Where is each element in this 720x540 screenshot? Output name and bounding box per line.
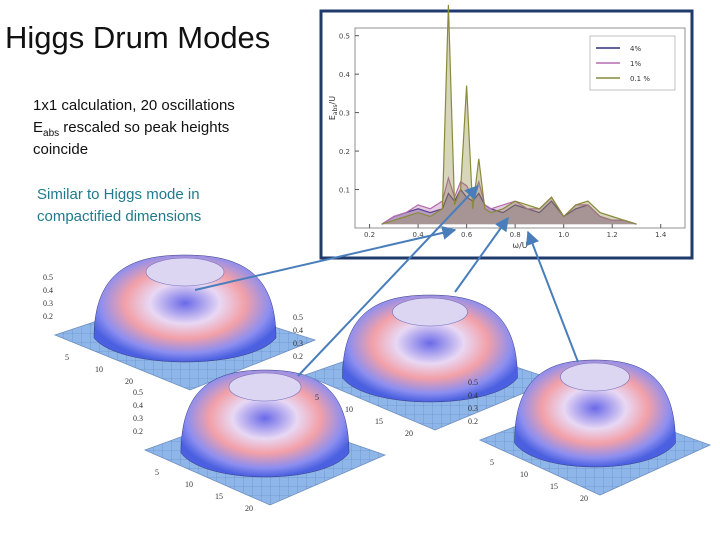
arrows (194, 184, 579, 377)
surface-hump (514, 359, 676, 468)
surface-tick-label: 0.5 (133, 388, 143, 397)
surface-tick-label: 0.4 (43, 286, 53, 295)
x-tick-label: 1.2 (607, 231, 618, 239)
callout: Similar to Higgs mode in (37, 186, 200, 203)
x-tick-label: 0.2 (364, 231, 375, 239)
surface-tick-label: 5 (65, 353, 69, 362)
legend-label: 1% (630, 60, 641, 68)
surface-plot: 0.5 0.4 0.3 0.2 5 10 15 20 (133, 369, 387, 513)
surface-hump (180, 369, 350, 478)
note: 1x1 calculation, 20 oscillations (33, 97, 235, 114)
surface-tick-label: 0.3 (468, 404, 478, 413)
surface-tick-label: 0.5 (293, 313, 303, 322)
surface-tick-label: 0.3 (293, 339, 303, 348)
arrow (454, 216, 509, 293)
surface-plot: 0.5 0.4 0.3 0.2 5 10 15 20 (293, 294, 557, 438)
x-tick-label: 0.6 (461, 231, 473, 239)
chart: 0.1 0.2 0.3 0.4 0.5 0.2 0.4 0.6 0.8 1.0 1.2 1.4 ω/U E… (328, 4, 686, 250)
surface-tick-label: 10 (95, 365, 103, 374)
x-axis-label: ω/U (512, 241, 527, 250)
surface-tick-label: 0.3 (43, 299, 53, 308)
arrow (194, 226, 457, 291)
y-axis-label: Eabs/U (328, 96, 339, 120)
surface-tick-label: 5 (490, 458, 494, 467)
note: Eabs rescaled so peak heights (33, 119, 229, 139)
surface-tick-label: 0.2 (43, 312, 53, 321)
y-tick-label: 0.1 (339, 187, 350, 195)
arrow (297, 184, 479, 377)
surface-tick-label: 0.2 (133, 427, 143, 436)
surface-tick-label: 0.4 (133, 401, 143, 410)
y-axis-label-part: abs (332, 104, 339, 115)
surface-tick-label: 15 (215, 492, 223, 501)
surface-tick-label: 15 (550, 482, 558, 491)
arrow (525, 230, 579, 363)
surface-tick-label: 10 (185, 480, 193, 489)
callout: compactified dimensions (37, 208, 201, 225)
x-tick-label: 1.0 (558, 231, 569, 239)
surface-tick-label: 10 (345, 405, 353, 414)
x-tick-label: 0.8 (510, 231, 521, 239)
x-tick-label: 1.4 (655, 231, 667, 239)
surface-hump (342, 294, 518, 403)
surface-top (145, 257, 225, 287)
slide-title: Higgs Drum Modes (5, 20, 270, 55)
series-line (381, 175, 637, 225)
surface-tick-label: 0.4 (468, 391, 478, 400)
note: coincide (33, 141, 88, 158)
surface-tick-label: 0.2 (468, 417, 478, 426)
surface-tick-label: 0.4 (293, 326, 303, 335)
surface-tick-label: 20 (580, 494, 588, 503)
surface-tick-label: 15 (375, 417, 383, 426)
y-tick-label: 0.3 (339, 110, 350, 118)
surface-tick-label: 0.2 (293, 352, 303, 361)
y-axis-label-part: E (328, 115, 337, 120)
surface-tick-label: 0.3 (133, 414, 143, 423)
surface-plot: 0.5 0.4 0.3 0.2 5 10 15 20 (468, 359, 712, 503)
surface-top (392, 297, 468, 327)
surface-tick-label: 0.5 (43, 273, 53, 282)
surface-tick-label: 20 (405, 429, 413, 438)
surface-tick-label: 0.5 (468, 378, 478, 387)
surface-top (228, 372, 302, 402)
plot-frame (354, 27, 686, 229)
surface-plots: 0.50.40.30.2510200.50.40.30.251015200.50… (43, 254, 712, 513)
legend-label: 4% (630, 45, 641, 53)
surface-tick-label: 10 (520, 470, 528, 479)
surface-tick-label: 20 (125, 377, 133, 386)
x-tick-label: 0.4 (413, 231, 425, 239)
surface-top (560, 362, 630, 392)
surface-tick-label: 20 (245, 504, 253, 513)
surface-plot: 0.5 0.4 0.3 0.2 5 10 20 (43, 254, 317, 391)
y-axis-label-part: /U (328, 96, 337, 105)
y-tick-label: 0.2 (339, 148, 350, 156)
y-tick-label: 0.5 (339, 33, 350, 41)
surface-tick-label: 5 (315, 393, 319, 402)
series-line (381, 4, 637, 225)
surface-tick-label: 5 (155, 468, 159, 477)
y-tick-label: 0.4 (339, 71, 351, 79)
legend-label: 0.1 % (630, 75, 650, 83)
